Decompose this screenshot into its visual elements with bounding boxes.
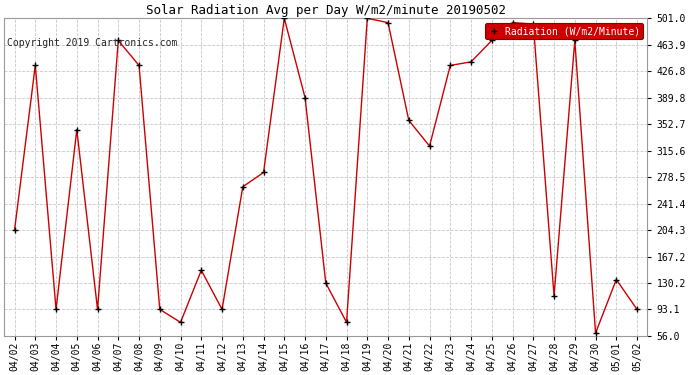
- Legend: Radiation (W/m2/Minute): Radiation (W/m2/Minute): [485, 23, 642, 39]
- Title: Solar Radiation Avg per Day W/m2/minute 20190502: Solar Radiation Avg per Day W/m2/minute …: [146, 4, 506, 17]
- Text: Copyright 2019 Cartronics.com: Copyright 2019 Cartronics.com: [7, 38, 177, 48]
